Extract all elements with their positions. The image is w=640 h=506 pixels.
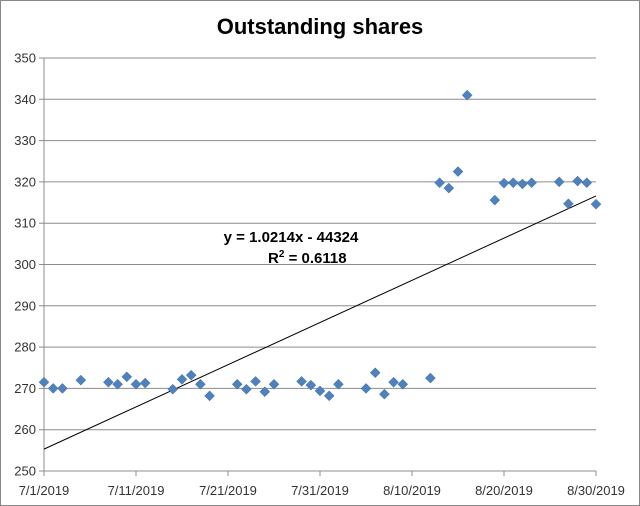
x-tick-label: 8/30/2019 — [567, 483, 625, 498]
x-tick-label: 8/20/2019 — [475, 483, 533, 498]
data-point — [103, 376, 114, 388]
data-point — [195, 378, 206, 390]
data-point — [296, 376, 307, 387]
data-point — [314, 385, 326, 397]
data-point — [259, 386, 271, 398]
data-point — [57, 383, 68, 394]
data-point — [388, 376, 399, 388]
y-axis-tick-labels: 250 260 270 280 290 300 310 320 330 340 350 — [14, 51, 36, 479]
data-point — [563, 198, 574, 210]
chart-title: Outstanding shares — [217, 14, 424, 39]
data-point — [185, 369, 197, 381]
data-point — [507, 177, 519, 189]
data-point — [553, 176, 565, 188]
data-point — [461, 89, 473, 101]
data-point — [397, 378, 409, 390]
data-point — [489, 194, 501, 206]
data-point — [323, 390, 335, 402]
data-point — [38, 376, 50, 388]
y-tick-label: 250 — [14, 464, 36, 479]
data-point — [112, 378, 123, 390]
data-point — [526, 177, 537, 189]
trendline-equation: y = 1.0214x - 44324 — [224, 229, 359, 246]
axes — [39, 57, 597, 476]
y-tick-label: 340 — [14, 92, 36, 107]
linear-trendline — [43, 195, 597, 450]
data-point — [305, 379, 317, 391]
data-point — [572, 175, 583, 187]
r-squared-value: = 0.6118 — [284, 250, 346, 267]
data-point — [498, 177, 510, 189]
data-point — [333, 378, 344, 390]
y-tick-label: 290 — [14, 298, 36, 313]
y-tick-label: 330 — [14, 133, 36, 148]
data-point — [360, 383, 372, 394]
data-point — [590, 198, 602, 210]
data-point — [75, 374, 87, 386]
x-tick-label: 7/1/2019 — [19, 483, 70, 498]
x-tick-label: 7/21/2019 — [199, 483, 257, 498]
data-point — [434, 177, 445, 189]
data-point — [443, 182, 455, 194]
data-point — [231, 378, 243, 390]
data-point — [204, 390, 215, 402]
x-axis-tick-labels: 7/1/2019 7/11/2019 7/21/2019 7/31/2019 8/10/… — [19, 483, 625, 498]
trendline — [43, 195, 597, 450]
data-point — [241, 383, 252, 395]
data-point — [425, 372, 436, 384]
data-point — [130, 378, 142, 390]
r-squared-label: R2 = 0.6118 — [268, 249, 347, 267]
data-point — [121, 371, 133, 383]
x-tick-label: 8/10/2019 — [383, 483, 441, 498]
data-point — [517, 178, 528, 190]
data-point — [369, 367, 381, 379]
data-point — [176, 373, 188, 385]
x-tick-label: 7/31/2019 — [291, 483, 349, 498]
y-tick-label: 350 — [14, 51, 36, 66]
y-tick-label: 300 — [14, 257, 36, 272]
y-tick-label: 260 — [14, 422, 36, 437]
data-point — [452, 166, 464, 177]
y-tick-label: 320 — [14, 174, 36, 189]
data-point — [581, 177, 593, 189]
data-points — [38, 89, 602, 402]
data-point — [139, 377, 151, 389]
r-squared-prefix: R — [268, 250, 279, 267]
x-tick-label: 7/11/2019 — [108, 483, 165, 498]
data-point — [250, 376, 261, 387]
data-point — [379, 388, 390, 400]
data-point — [167, 383, 179, 395]
y-tick-label: 280 — [14, 340, 36, 355]
data-point — [47, 383, 59, 394]
r-squared-exponent: 2 — [279, 249, 285, 260]
data-point — [268, 378, 280, 390]
y-tick-label: 270 — [14, 381, 36, 396]
y-tick-label: 310 — [14, 216, 36, 231]
